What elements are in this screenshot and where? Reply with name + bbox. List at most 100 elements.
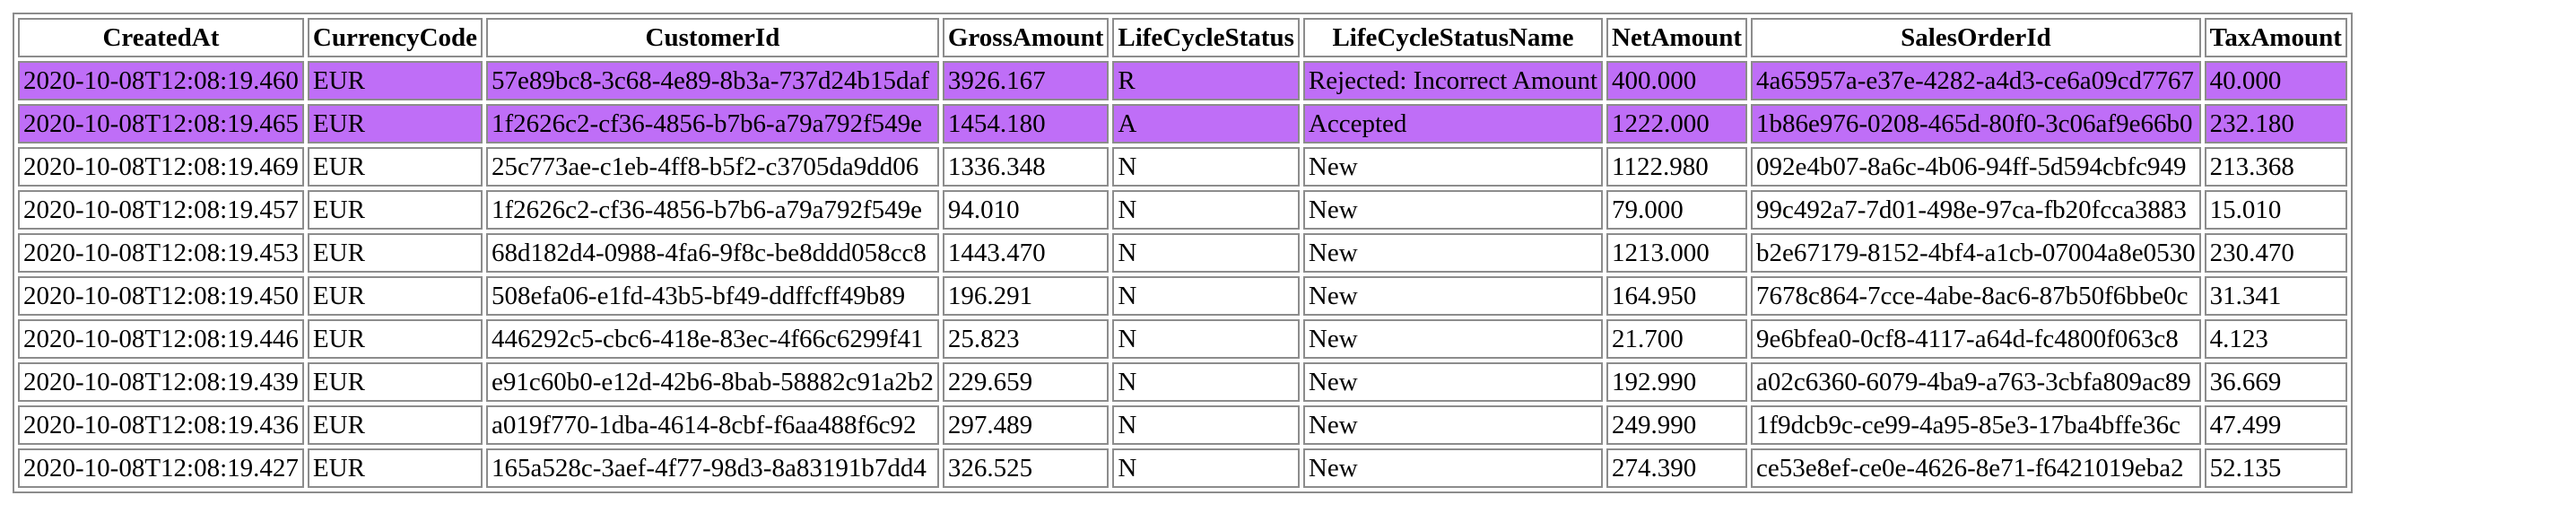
cell-net-amount: 400.000: [1606, 61, 1748, 100]
cell-net-amount: 274.390: [1606, 448, 1748, 488]
cell-sales-order-id: 4a65957a-e37e-4282-a4d3-ce6a09cd7767: [1751, 61, 2201, 100]
cell-currency-code: EUR: [307, 362, 483, 402]
cell-sales-order-id: 9e6bfea0-0cf8-4117-a64d-fc4800f063c8: [1751, 319, 2201, 359]
cell-sales-order-id: 092e4b07-8a6c-4b06-94ff-5d594cbfc949: [1751, 147, 2201, 187]
cell-life-cycle-status: R: [1112, 61, 1300, 100]
table-row[interactable]: 2020-10-08T12:08:19.427 EUR 165a528c-3aef-…: [18, 448, 2347, 488]
cell-life-cycle-status-name: New: [1302, 147, 1604, 187]
cell-gross-amount: 297.489: [942, 405, 1110, 445]
cell-gross-amount: 25.823: [942, 319, 1110, 359]
cell-gross-amount: 326.525: [942, 448, 1110, 488]
cell-gross-amount: 196.291: [942, 276, 1110, 316]
cell-net-amount: 79.000: [1606, 190, 1748, 230]
cell-sales-order-id: a02c6360-6079-4ba9-a763-3cbfa809ac89: [1751, 362, 2201, 402]
cell-life-cycle-status-name: New: [1302, 448, 1604, 488]
cell-life-cycle-status-name: New: [1302, 233, 1604, 273]
cell-life-cycle-status: N: [1112, 233, 1300, 273]
cell-gross-amount: 1454.180: [942, 104, 1110, 143]
cell-sales-order-id: ce53e8ef-ce0e-4626-8e71-f6421019eba2: [1751, 448, 2201, 488]
table-row[interactable]: 2020-10-08T12:08:19.460 EUR 57e89bc8-3c68-…: [18, 61, 2347, 100]
cell-net-amount: 1122.980: [1606, 147, 1748, 187]
cell-tax-amount: 47.499: [2204, 405, 2347, 445]
column-header-net-amount[interactable]: NetAmount: [1606, 18, 1748, 57]
cell-customer-id: 1f2626c2-cf36-4856-b7b6-a79a792f549e: [486, 104, 939, 143]
cell-created-at: 2020-10-08T12:08:19.427: [18, 448, 304, 488]
cell-life-cycle-status: N: [1112, 448, 1300, 488]
column-header-created-at[interactable]: CreatedAt: [18, 18, 304, 57]
cell-tax-amount: 31.341: [2204, 276, 2347, 316]
cell-life-cycle-status: N: [1112, 362, 1300, 402]
cell-customer-id: a019f770-1dba-4614-8cbf-f6aa488f6c92: [486, 405, 939, 445]
cell-customer-id: 68d182d4-0988-4fa6-9f8c-be8ddd058cc8: [486, 233, 939, 273]
table-row[interactable]: 2020-10-08T12:08:19.469 EUR 25c773ae-c1eb-…: [18, 147, 2347, 187]
cell-net-amount: 1213.000: [1606, 233, 1748, 273]
cell-gross-amount: 1336.348: [942, 147, 1110, 187]
table-row[interactable]: 2020-10-08T12:08:19.450 EUR 508efa06-e1fd-…: [18, 276, 2347, 316]
cell-life-cycle-status-name: New: [1302, 319, 1604, 359]
cell-created-at: 2020-10-08T12:08:19.457: [18, 190, 304, 230]
cell-created-at: 2020-10-08T12:08:19.469: [18, 147, 304, 187]
cell-currency-code: EUR: [307, 104, 483, 143]
cell-life-cycle-status: N: [1112, 147, 1300, 187]
cell-net-amount: 164.950: [1606, 276, 1748, 316]
table-row[interactable]: 2020-10-08T12:08:19.465 EUR 1f2626c2-cf36-…: [18, 104, 2347, 143]
cell-net-amount: 1222.000: [1606, 104, 1748, 143]
cell-currency-code: EUR: [307, 319, 483, 359]
table-row[interactable]: 2020-10-08T12:08:19.436 EUR a019f770-1dba-…: [18, 405, 2347, 445]
cell-sales-order-id: 7678c864-7cce-4abe-8ac6-87b50f6bbe0c: [1751, 276, 2201, 316]
cell-created-at: 2020-10-08T12:08:19.439: [18, 362, 304, 402]
column-header-life-cycle-status[interactable]: LifeCycleStatus: [1112, 18, 1300, 57]
cell-created-at: 2020-10-08T12:08:19.450: [18, 276, 304, 316]
cell-currency-code: EUR: [307, 61, 483, 100]
column-header-gross-amount[interactable]: GrossAmount: [942, 18, 1110, 57]
cell-currency-code: EUR: [307, 448, 483, 488]
cell-sales-order-id: 1b86e976-0208-465d-80f0-3c06af9e66b0: [1751, 104, 2201, 143]
cell-life-cycle-status-name: Accepted: [1302, 104, 1604, 143]
cell-life-cycle-status-name: New: [1302, 190, 1604, 230]
cell-net-amount: 249.990: [1606, 405, 1748, 445]
cell-tax-amount: 230.470: [2204, 233, 2347, 273]
cell-customer-id: 25c773ae-c1eb-4ff8-b5f2-c3705da9dd06: [486, 147, 939, 187]
table-row[interactable]: 2020-10-08T12:08:19.453 EUR 68d182d4-0988-…: [18, 233, 2347, 273]
cell-customer-id: 508efa06-e1fd-43b5-bf49-ddffcff49b89: [486, 276, 939, 316]
cell-sales-order-id: 99c492a7-7d01-498e-97ca-fb20fcca3883: [1751, 190, 2201, 230]
cell-customer-id: 165a528c-3aef-4f77-98d3-8a83191b7dd4: [486, 448, 939, 488]
cell-currency-code: EUR: [307, 190, 483, 230]
table-row[interactable]: 2020-10-08T12:08:19.439 EUR e91c60b0-e12d-…: [18, 362, 2347, 402]
cell-created-at: 2020-10-08T12:08:19.453: [18, 233, 304, 273]
column-header-currency-code[interactable]: CurrencyCode: [307, 18, 483, 57]
cell-tax-amount: 4.123: [2204, 319, 2347, 359]
table-body: 2020-10-08T12:08:19.460 EUR 57e89bc8-3c68-…: [18, 61, 2347, 488]
cell-tax-amount: 52.135: [2204, 448, 2347, 488]
cell-created-at: 2020-10-08T12:08:19.436: [18, 405, 304, 445]
cell-currency-code: EUR: [307, 276, 483, 316]
table-row[interactable]: 2020-10-08T12:08:19.446 EUR 446292c5-cbc6-…: [18, 319, 2347, 359]
cell-life-cycle-status-name: New: [1302, 405, 1604, 445]
cell-customer-id: 57e89bc8-3c68-4e89-8b3a-737d24b15daf: [486, 61, 939, 100]
cell-tax-amount: 40.000: [2204, 61, 2347, 100]
cell-life-cycle-status: N: [1112, 276, 1300, 316]
cell-gross-amount: 1443.470: [942, 233, 1110, 273]
table-header-row: CreatedAt CurrencyCode CustomerId GrossAmou…: [18, 18, 2347, 57]
cell-life-cycle-status: N: [1112, 319, 1300, 359]
cell-life-cycle-status: A: [1112, 104, 1300, 143]
cell-created-at: 2020-10-08T12:08:19.465: [18, 104, 304, 143]
cell-gross-amount: 229.659: [942, 362, 1110, 402]
cell-net-amount: 21.700: [1606, 319, 1748, 359]
column-header-life-cycle-status-name[interactable]: LifeCycleStatusName: [1302, 18, 1604, 57]
cell-currency-code: EUR: [307, 405, 483, 445]
sales-orders-table: CreatedAt CurrencyCode CustomerId GrossAmou…: [13, 13, 2353, 493]
cell-created-at: 2020-10-08T12:08:19.460: [18, 61, 304, 100]
cell-gross-amount: 3926.167: [942, 61, 1110, 100]
cell-customer-id: 446292c5-cbc6-418e-83ec-4f66c6299f41: [486, 319, 939, 359]
table-row[interactable]: 2020-10-08T12:08:19.457 EUR 1f2626c2-cf36-…: [18, 190, 2347, 230]
cell-tax-amount: 213.368: [2204, 147, 2347, 187]
cell-sales-order-id: b2e67179-8152-4bf4-a1cb-07004a8e0530: [1751, 233, 2201, 273]
cell-tax-amount: 232.180: [2204, 104, 2347, 143]
column-header-sales-order-id[interactable]: SalesOrderId: [1751, 18, 2201, 57]
cell-life-cycle-status: N: [1112, 190, 1300, 230]
cell-created-at: 2020-10-08T12:08:19.446: [18, 319, 304, 359]
column-header-customer-id[interactable]: CustomerId: [486, 18, 939, 57]
column-header-tax-amount[interactable]: TaxAmount: [2204, 18, 2347, 57]
cell-customer-id: e91c60b0-e12d-42b6-8bab-58882c91a2b2: [486, 362, 939, 402]
